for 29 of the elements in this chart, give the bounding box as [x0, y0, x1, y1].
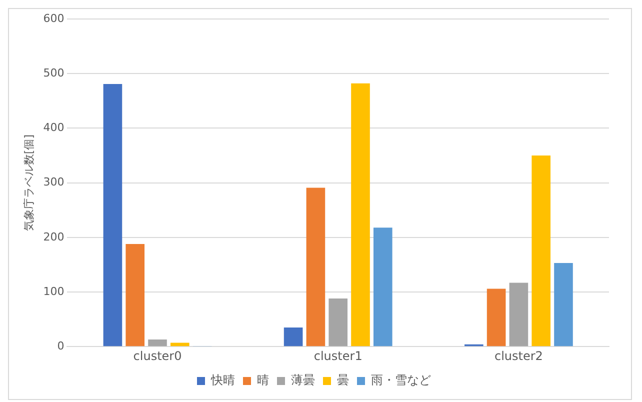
- legend-label: 晴: [257, 373, 269, 388]
- y-tick-label: 100: [43, 284, 64, 298]
- legend-label: 快晴: [210, 373, 235, 388]
- bar: [306, 188, 326, 346]
- bar: [486, 288, 506, 346]
- y-tick-label: 400: [43, 121, 64, 134]
- x-tick-label: cluster0: [133, 348, 182, 363]
- bar: [554, 263, 573, 346]
- x-tick-label: cluster1: [314, 348, 362, 363]
- y-tick-label: 200: [43, 230, 64, 244]
- x-tick-label: cluster2: [494, 348, 543, 363]
- y-tick-label: 600: [43, 12, 64, 25]
- bar: [170, 342, 190, 346]
- legend-label: 雨・雪など: [371, 373, 431, 388]
- legend-label: 曇: [337, 373, 349, 388]
- bar: [351, 83, 370, 346]
- bar: [103, 84, 122, 346]
- bar: [284, 327, 303, 346]
- bar: [328, 298, 348, 346]
- bar: [532, 156, 550, 346]
- y-axis-title: 気象庁ラベル数[個]: [22, 134, 36, 232]
- bar: [126, 244, 145, 346]
- bar: [373, 228, 392, 346]
- y-tick-label: 0: [57, 339, 64, 352]
- y-tick-label: 500: [43, 66, 64, 80]
- legend-label: 薄曇: [291, 373, 315, 388]
- bar: [148, 340, 167, 346]
- y-tick-label: 300: [43, 176, 64, 189]
- bar: [509, 282, 528, 346]
